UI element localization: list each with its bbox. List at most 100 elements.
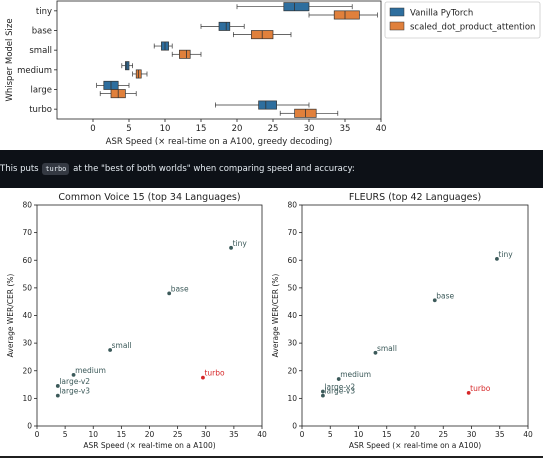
scatter-point-label-base: base xyxy=(436,291,454,300)
box-iqr xyxy=(218,21,231,31)
scatter-point-label-base: base xyxy=(171,284,189,293)
scatter-point-label-turbo: turbo xyxy=(204,369,225,378)
scatter-title: Common Voice 15 (top 34 Languages) xyxy=(58,192,240,203)
scatter-x-tick-label: 25 xyxy=(438,430,448,439)
scatter-x-tick-label: 5 xyxy=(63,430,68,439)
scatter-y-axis-label: Average WER/CER (%) xyxy=(6,274,15,358)
box-x-tick-label: 0 xyxy=(90,124,95,134)
scatter-x-tick-label: 10 xyxy=(88,430,98,439)
scatter-point-large-v3 xyxy=(55,393,60,398)
box-large-sdpa xyxy=(99,89,137,99)
scatter-x-tick-label: 40 xyxy=(523,430,533,439)
scatter-y-tick-label: 10 xyxy=(22,394,32,403)
box-small-vanilla xyxy=(153,41,173,51)
box-iqr xyxy=(283,2,310,12)
scatter-x-axis-label: ASR Speed (× real-time on a A100) xyxy=(83,441,215,450)
scatter-x-tick-label: 5 xyxy=(328,430,333,439)
scatter-x-tick-label: 40 xyxy=(257,430,267,439)
scatter-y-tick-label: 80 xyxy=(22,201,32,210)
scatter-y-tick-label: 70 xyxy=(22,228,32,237)
box-x-tick-label: 25 xyxy=(268,124,279,134)
legend-swatch xyxy=(389,21,405,31)
scatter-point-small xyxy=(373,350,378,355)
scatter-point-large-v2 xyxy=(321,389,325,394)
legend-entry-label: Vanilla PyTorch xyxy=(410,9,473,19)
box-turbo-sdpa xyxy=(279,108,339,118)
box-tiny-vanilla xyxy=(236,2,353,12)
intro-after-text: at the "best of both worlds" when compar… xyxy=(73,164,355,174)
box-x-tick-label: 40 xyxy=(376,124,387,134)
box-y-tick-label: base xyxy=(32,27,52,37)
scatter-point-large-v2 xyxy=(55,384,60,388)
scatter-point-label-large-v2: large-v2 xyxy=(59,377,90,386)
box-medium-sdpa xyxy=(132,69,148,79)
scatter-x-tick-label: 20 xyxy=(145,430,155,439)
scatter-x-tick-label: 15 xyxy=(117,430,127,439)
scatter-point-small xyxy=(108,348,113,352)
box-y-tick-label: tiny xyxy=(36,7,52,17)
scatter-plot-common-voice: Common Voice 15 (top 34 Languages) 0 5 10 15… xyxy=(6,192,267,450)
scatter-point-label-tiny: tiny xyxy=(233,239,248,248)
box-medium-vanilla xyxy=(121,61,133,71)
scatter-y-tick-label: 50 xyxy=(22,283,32,292)
scatter-x-tick-label: 35 xyxy=(229,430,239,439)
intro-text-band: This puts turbo at the "best of both wor… xyxy=(0,150,543,188)
scatter-point-tiny xyxy=(229,245,233,250)
box-turbo-vanilla xyxy=(215,100,310,110)
box-plot-frame xyxy=(56,0,382,120)
scatter-y-axis-label: Average WER/CER (%) xyxy=(271,274,280,358)
box-y-tick-label: large xyxy=(30,86,52,96)
box-large-vanilla xyxy=(96,80,130,90)
scatter-point-label-small: small xyxy=(112,341,132,350)
bottom-divider xyxy=(0,456,543,458)
box-y-tick-label: turbo xyxy=(29,105,52,115)
scatter-x-tick-label: 30 xyxy=(201,430,211,439)
scatter-x-tick-label: 0 xyxy=(35,430,40,439)
scatter-point-label-medium: medium xyxy=(75,366,106,375)
scatter-y-tick-label: 60 xyxy=(287,256,297,265)
scatter-x-axis-label: ASR Speed (× real-time on a A100) xyxy=(349,441,481,450)
scatter-point-medium xyxy=(336,377,341,381)
scatter-point-turbo xyxy=(466,390,471,395)
scatter-y-tick-label: 10 xyxy=(287,394,297,403)
legend-swatch xyxy=(389,7,405,17)
box-iqr xyxy=(258,100,277,110)
scatter-x-tick-label: 15 xyxy=(382,430,392,439)
box-x-tick-label: 15 xyxy=(196,124,207,134)
intro-sentence: This puts turbo at the "best of both wor… xyxy=(0,150,355,188)
scatter-point-base xyxy=(167,291,172,296)
scatter-x-tick-label: 10 xyxy=(354,430,364,439)
box-base-sdpa xyxy=(233,30,292,40)
box-plot-chart: 0 5 10 15 20 25 30 35 40 tiny base small medium large… xyxy=(5,0,541,147)
intro-before-text: This puts xyxy=(0,164,39,174)
scatter-point-label-tiny: tiny xyxy=(498,250,513,259)
box-x-tick-label: 35 xyxy=(340,124,351,134)
scatter-y-tick-label: 50 xyxy=(287,283,297,292)
scatter-point-turbo xyxy=(201,375,205,380)
scatter-point-label-large-v2: large-v2 xyxy=(324,382,355,391)
box-iqr xyxy=(333,10,360,20)
box-plot-panel: 0 5 10 15 20 25 30 35 40 tiny base small medium large… xyxy=(0,0,543,150)
scatter-point-medium xyxy=(71,372,76,377)
box-small-sdpa xyxy=(171,49,202,59)
scatter-y-tick-label: 30 xyxy=(287,339,297,348)
box-x-tick-label: 10 xyxy=(160,124,171,134)
scatter-y-tick-label: 0 xyxy=(27,422,32,431)
scatter-plot-fleurs: FLEURS (top 42 Languages) 0 5 10 15 20 25 30 35 4… xyxy=(271,192,533,450)
scatter-point-label-large-v3: large-v3 xyxy=(59,387,90,396)
scatter-point-label-large-v3: large-v3 xyxy=(324,387,355,396)
legend-frame xyxy=(384,1,541,39)
box-base-vanilla xyxy=(200,21,245,31)
scatter-point-label-turbo: turbo xyxy=(470,384,491,393)
scatter-y-tick-label: 20 xyxy=(287,366,297,375)
scatter-plots-chart: Common Voice 15 (top 34 Languages) 0 5 10 15… xyxy=(6,192,533,450)
scatter-x-tick-label: 20 xyxy=(410,430,420,439)
scatter-y-tick-label: 70 xyxy=(287,228,297,237)
scatter-x-tick-label: 25 xyxy=(173,430,183,439)
box-y-tick-label: small xyxy=(29,46,52,56)
box-tiny-sdpa xyxy=(308,10,378,20)
scatter-y-tick-label: 30 xyxy=(22,339,32,348)
box-x-tick-label: 5 xyxy=(126,124,131,134)
scatter-y-tick-label: 40 xyxy=(22,311,32,320)
scatter-y-tick-label: 60 xyxy=(22,256,32,265)
